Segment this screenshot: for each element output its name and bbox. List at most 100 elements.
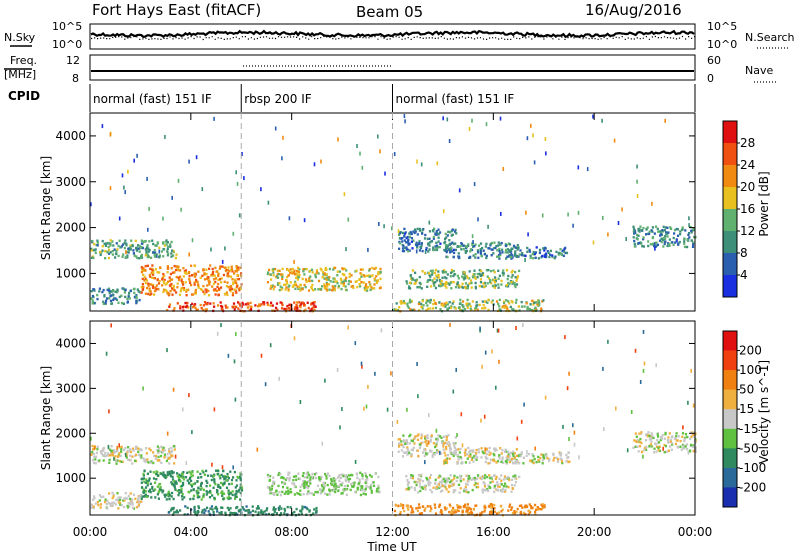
echo-cell <box>158 459 161 462</box>
echo-cell <box>420 302 423 306</box>
echo-cell <box>453 450 456 453</box>
echo-cell <box>686 435 689 439</box>
echo-cell <box>445 459 448 462</box>
echo-cell <box>481 450 484 453</box>
echo-cell <box>673 228 677 232</box>
echo-cell <box>535 460 538 464</box>
noise-left-tick-bottom: 10^0 <box>52 38 82 51</box>
echo-cell <box>169 290 172 293</box>
echo-cell <box>504 490 507 493</box>
echo-cell <box>235 270 238 273</box>
echo-cell <box>309 478 312 481</box>
echo-cell <box>163 475 166 478</box>
echo-cell <box>325 288 328 291</box>
echo-cell <box>423 435 426 438</box>
echo-cell <box>157 288 160 291</box>
echo-cell <box>359 493 362 497</box>
echo-cell <box>164 288 167 292</box>
echo-speck <box>177 178 180 183</box>
echo-cell <box>534 306 537 309</box>
echo-cell <box>164 283 167 286</box>
echo-speck <box>436 161 439 166</box>
echo-speck <box>617 221 620 225</box>
echo-cell <box>305 481 309 484</box>
echo-cell <box>686 447 689 451</box>
echo-cell <box>266 474 270 477</box>
echo-cell <box>306 476 309 479</box>
echo-cell <box>364 474 368 478</box>
echo-cell <box>179 290 182 293</box>
echo-cell <box>260 303 263 306</box>
echo-cell <box>143 494 146 498</box>
echo-cell <box>151 485 154 489</box>
echo-cell <box>424 437 427 440</box>
echo-cell <box>126 504 129 508</box>
echo-cell <box>502 269 505 272</box>
echo-cell <box>489 269 493 273</box>
echo-cell <box>436 437 440 440</box>
echo-cell <box>456 453 459 457</box>
echo-cell <box>235 506 238 510</box>
echo-cell <box>422 451 425 454</box>
echo-cell <box>126 449 129 453</box>
echo-cell <box>328 493 331 496</box>
colorbar-tick-label: -15 <box>739 422 759 436</box>
echo-cell <box>141 246 144 250</box>
echo-cell <box>514 252 517 255</box>
echo-cell <box>645 448 648 451</box>
echo-cell <box>667 231 670 234</box>
echo-cell <box>106 507 109 510</box>
echo-cell <box>418 446 421 450</box>
echo-cell <box>538 460 541 463</box>
echo-cell <box>157 255 160 259</box>
echo-cell <box>265 509 268 512</box>
echo-cell <box>457 448 460 451</box>
echo-cell <box>135 294 138 297</box>
echo-speck <box>496 328 499 333</box>
echo-cell <box>148 240 151 243</box>
echo-cell <box>305 483 308 486</box>
echo-speck <box>613 138 616 143</box>
echo-cell <box>106 241 109 245</box>
echo-cell <box>108 292 111 295</box>
echo-cell <box>398 445 401 448</box>
echo-cell <box>488 474 491 477</box>
echo-cell <box>208 283 211 286</box>
echo-cell <box>534 510 537 514</box>
echo-speck <box>380 328 383 333</box>
echo-cell <box>368 269 371 272</box>
echo-speck <box>274 126 277 131</box>
echo-cell <box>276 269 279 272</box>
echo-cell <box>186 506 189 510</box>
echo-cell <box>429 449 432 452</box>
echo-cell <box>227 491 230 495</box>
echo-speck <box>676 238 678 243</box>
echo-cell <box>508 455 511 458</box>
echo-cell <box>681 435 684 438</box>
echo-cell <box>367 486 370 489</box>
echo-cell <box>156 445 159 448</box>
echo-cell <box>457 483 461 486</box>
echo-cell <box>278 471 281 475</box>
echo-cell <box>280 507 283 510</box>
echo-cell <box>272 476 275 479</box>
echo-cell <box>409 505 412 508</box>
echo-cell <box>314 305 317 308</box>
echo-cell <box>140 481 143 484</box>
echo-speck <box>201 187 204 192</box>
echo-speck <box>572 423 574 428</box>
echo-cell <box>299 284 302 287</box>
echo-cell <box>192 497 195 500</box>
echo-cell <box>306 474 309 477</box>
echo-cell <box>656 227 659 231</box>
echo-cell <box>429 488 432 492</box>
echo-cell <box>310 475 313 478</box>
echo-cell <box>190 264 193 267</box>
echo-cell <box>494 447 497 450</box>
echo-cell <box>104 257 107 260</box>
echo-cell <box>533 301 536 305</box>
echo-speck <box>171 195 173 200</box>
echo-cell <box>233 308 236 311</box>
echo-cell <box>632 446 635 449</box>
echo-cell <box>679 439 682 443</box>
